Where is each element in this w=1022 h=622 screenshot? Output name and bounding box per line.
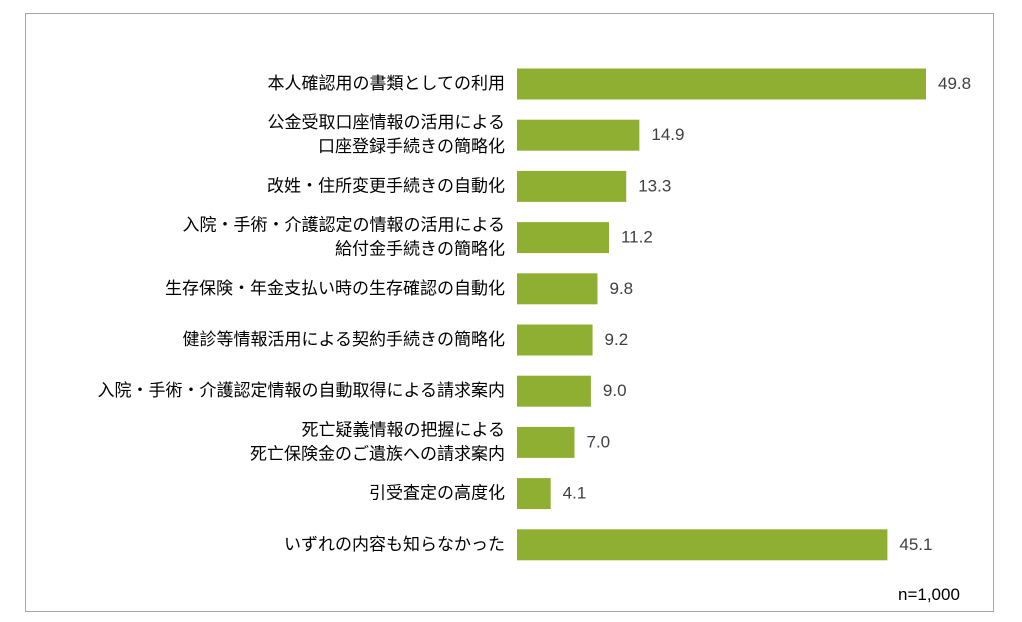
category-label-2-line-1: 公金受取口座情報の活用による <box>268 113 506 133</box>
value-label-7: 9.0 <box>603 381 627 400</box>
category-label-6: 健診等情報活用による契約手続きの簡略化 <box>183 330 506 350</box>
bar-6 <box>517 324 593 356</box>
category-label-4-line-2: 給付金手続きの簡略化 <box>335 240 505 260</box>
category-label-3: 改姓・住所変更手続きの自動化 <box>267 176 505 196</box>
bar-9 <box>517 478 551 510</box>
value-label-1: 49.8 <box>938 74 971 93</box>
value-label-6: 9.2 <box>605 330 629 349</box>
category-label-1: 本人確認用の書類としての利用 <box>268 74 506 94</box>
bar-10 <box>517 529 888 561</box>
bar-5 <box>517 273 598 305</box>
category-label-8-line-1: 死亡疑義情報の把握による <box>302 420 506 440</box>
value-label-5: 9.8 <box>609 279 633 298</box>
category-label-8-line-2: 死亡保険金のご遺族への請求案内 <box>250 444 505 464</box>
bar-2 <box>517 119 640 151</box>
sample-size-note: n=1,000 <box>898 585 960 604</box>
category-label-5: 生存保険・年金支払い時の生存確認の自動化 <box>165 279 505 299</box>
category-label-7: 入院・手術・介護認定情報の自動取得による請求案内 <box>98 381 506 401</box>
value-label-8: 7.0 <box>586 432 610 451</box>
value-label-3: 13.3 <box>638 176 671 195</box>
bar-4 <box>517 222 609 254</box>
value-label-2: 14.9 <box>651 125 684 144</box>
value-label-4: 11.2 <box>621 228 653 247</box>
value-label-9: 4.1 <box>563 484 587 503</box>
category-label-9: 引受査定の高度化 <box>369 484 505 504</box>
category-label-10: いずれの内容も知らなかった <box>284 535 505 555</box>
category-label-2-line-2: 口座登録手続きの簡略化 <box>318 137 505 157</box>
value-label-10: 45.1 <box>899 535 932 554</box>
bar-3 <box>517 170 627 202</box>
category-label-4-line-1: 入院・手術・介護認定の情報の活用による <box>183 216 506 236</box>
bar-7 <box>517 375 591 407</box>
bar-8 <box>517 426 575 458</box>
chart-frame <box>25 13 994 612</box>
bar-1 <box>517 68 926 100</box>
